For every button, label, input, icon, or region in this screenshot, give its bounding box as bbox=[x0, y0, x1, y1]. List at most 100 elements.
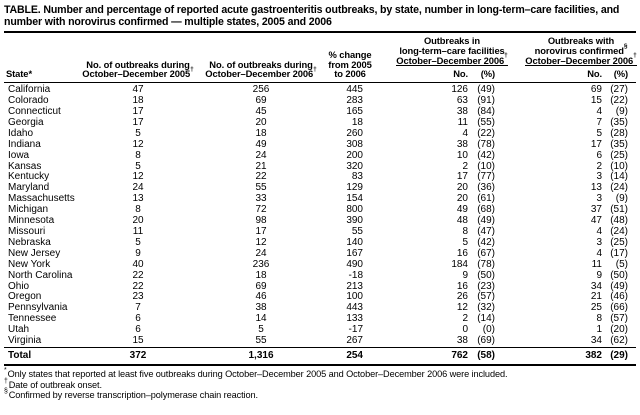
norovirus-pct-cell: (50) bbox=[610, 269, 628, 281]
norovirus-pct-cell: (62) bbox=[610, 335, 628, 347]
norovirus-no-cell: 69 bbox=[590, 84, 602, 96]
ltc-no-cell: 20 bbox=[456, 182, 468, 194]
norovirus-no-cell: 4 bbox=[596, 225, 602, 237]
outbreaks-2005-cell: 22 bbox=[132, 280, 144, 292]
norovirus-no-header: No. bbox=[587, 68, 602, 80]
ltc-pct-cell: (32) bbox=[477, 302, 495, 314]
ltc-no-cell: 26 bbox=[456, 291, 468, 303]
pct-change-cell: 445 bbox=[346, 84, 363, 96]
state-cell: Ohio bbox=[8, 280, 30, 292]
ltc-no-cell: 5 bbox=[462, 236, 468, 248]
pct-change-cell: 283 bbox=[346, 95, 363, 107]
outbreaks-2005-cell: 15 bbox=[132, 335, 144, 347]
section-marker: § bbox=[623, 42, 628, 50]
outbreaks-2006-cell: 24 bbox=[255, 247, 267, 259]
pct-change-cell: 260 bbox=[346, 127, 363, 139]
norovirus-no-cell: 15 bbox=[590, 95, 602, 107]
ltc-pct-cell: (78) bbox=[477, 138, 495, 150]
outbreaks-2005-cell: 9 bbox=[135, 247, 141, 259]
norovirus-pct-cell: (66) bbox=[610, 302, 628, 314]
ltc-no-cell: 10 bbox=[456, 149, 468, 161]
outbreaks-2005-cell: 17 bbox=[132, 106, 144, 117]
norovirus-no-cell: 7 bbox=[596, 116, 602, 128]
outbreaks-2005-cell: 8 bbox=[135, 204, 141, 216]
asterisk-marker: * bbox=[4, 367, 7, 375]
norovirus-pct-cell: (9) bbox=[615, 193, 628, 205]
outbreaks-2005-cell: 5 bbox=[135, 236, 141, 248]
outbreaks-2006-cell: 21 bbox=[255, 160, 267, 172]
ltc-no-cell: 20 bbox=[456, 193, 468, 205]
pct-change-cell: 165 bbox=[346, 106, 363, 117]
table-row: Kansas 5 21 320 2 (10) 2 (10) bbox=[4, 160, 636, 173]
outbreaks-2005-cell: 7 bbox=[135, 302, 141, 314]
outbreaks-2006-cell: 17 bbox=[255, 225, 267, 237]
ltc-no-cell: 126 bbox=[451, 84, 468, 96]
norovirus-pct-cell: (25) bbox=[610, 236, 628, 248]
norovirus-no-cell: 5 bbox=[596, 127, 602, 139]
outbreaks-2005-cell: 5 bbox=[135, 160, 141, 172]
table-row: Pennsylvania 7 38 443 12 (32) 25 (66) bbox=[4, 302, 636, 314]
norovirus-no-cell: 17 bbox=[590, 138, 602, 150]
outbreaks-2006-cell: 33 bbox=[255, 193, 267, 205]
outbreaks-table: State* No. of outbreaks during October–D… bbox=[4, 34, 637, 367]
outbreaks-2006-cell: 236 bbox=[252, 258, 270, 270]
outbreaks-2006-cell: 18 bbox=[255, 269, 267, 281]
pct-change-cell: -18 bbox=[348, 269, 363, 281]
table-row: Virginia 15 55 267 38 (69) 34 (62) bbox=[4, 335, 636, 347]
outbreaks-2005-cell: 22 bbox=[132, 269, 144, 281]
total-norovirus-pct: (29) bbox=[608, 346, 636, 367]
title-line1: TABLE. Number and percentage of reported… bbox=[4, 4, 620, 16]
norovirus-pct-cell: (24) bbox=[610, 225, 628, 237]
norovirus-no-cell: 4 bbox=[596, 247, 602, 259]
table-row: Missouri 11 17 55 8 (47) 4 (24) bbox=[4, 225, 636, 238]
ltc-pct-cell: (50) bbox=[477, 269, 495, 281]
outbreaks-2006-cell: 46 bbox=[255, 291, 267, 303]
outbreaks-2005-cell: 40 bbox=[132, 258, 144, 270]
total-ltc-no: 762 bbox=[378, 346, 474, 367]
table-row: Iowa 8 24 200 10 (42) 6 (25) bbox=[4, 149, 636, 162]
table-row: Utah 6 5 -17 0 (0) 1 (20) bbox=[4, 324, 636, 336]
table-row: North Carolina 22 18 -18 9 (50) 9 (50) bbox=[4, 269, 636, 282]
norovirus-pct-cell: (22) bbox=[610, 95, 628, 107]
state-cell: Michigan bbox=[8, 204, 49, 216]
state-cell: California bbox=[8, 84, 51, 96]
state-cell: Iowa bbox=[8, 149, 30, 161]
norovirus-pct-header: (%) bbox=[613, 68, 628, 80]
dagger-marker: † bbox=[313, 66, 317, 74]
col-group-norovirus: Outbreaks with norovirus confirmed§ Octo… bbox=[500, 34, 637, 84]
table-row: Ohio 22 69 213 16 (23) 34 (49) bbox=[4, 280, 636, 293]
norovirus-no-cell: 2 bbox=[596, 160, 602, 172]
outbreaks-2006-cell: 24 bbox=[255, 149, 267, 161]
state-cell: Massachusetts bbox=[8, 193, 75, 205]
norovirus-pct-cell: (35) bbox=[610, 138, 628, 150]
outbreaks-2006-cell: 72 bbox=[255, 204, 267, 216]
table-title: TABLE. Number and percentage of reported… bbox=[4, 4, 636, 33]
total-2005: 372 bbox=[76, 346, 200, 367]
ltc-no-cell: 38 bbox=[456, 106, 468, 117]
ltc-pct-cell: (10) bbox=[477, 160, 495, 172]
outbreaks-2006-cell: 20 bbox=[255, 116, 267, 128]
outbreaks-2006-cell: 12 bbox=[255, 236, 267, 248]
dagger-marker: † bbox=[633, 52, 637, 60]
pct-change-cell: 320 bbox=[346, 160, 363, 172]
state-cell: Idaho bbox=[8, 127, 34, 139]
ltc-pct-cell: (14) bbox=[477, 313, 495, 325]
ltc-no-cell: 12 bbox=[456, 302, 468, 314]
table-row: Connecticut 17 45 165 38 (84) 4 (9) bbox=[4, 106, 636, 118]
pct-change-cell: 390 bbox=[346, 215, 363, 227]
ltc-no-cell: 16 bbox=[456, 247, 468, 259]
ltc-no-cell: 63 bbox=[456, 95, 468, 107]
ltc-pct-cell: (23) bbox=[477, 280, 495, 292]
asterisk-marker: * bbox=[28, 68, 32, 80]
pct-change-cell: 167 bbox=[346, 247, 363, 259]
col-header-state: State* bbox=[4, 34, 76, 84]
outbreaks-2005-cell: 12 bbox=[132, 171, 144, 183]
ltc-no-cell: 2 bbox=[462, 313, 468, 325]
outbreaks-2006-cell: 256 bbox=[252, 84, 270, 96]
table-body: California 47 256 445 126 (49) 69 (27) C… bbox=[4, 83, 636, 348]
ltc-pct-cell: (77) bbox=[477, 171, 495, 183]
title-line2: number with norovirus confirmed — multip… bbox=[4, 15, 332, 28]
outbreaks-2006-cell: 18 bbox=[255, 127, 267, 139]
total-label: Total bbox=[4, 346, 76, 367]
ltc-no-cell: 0 bbox=[462, 324, 468, 336]
